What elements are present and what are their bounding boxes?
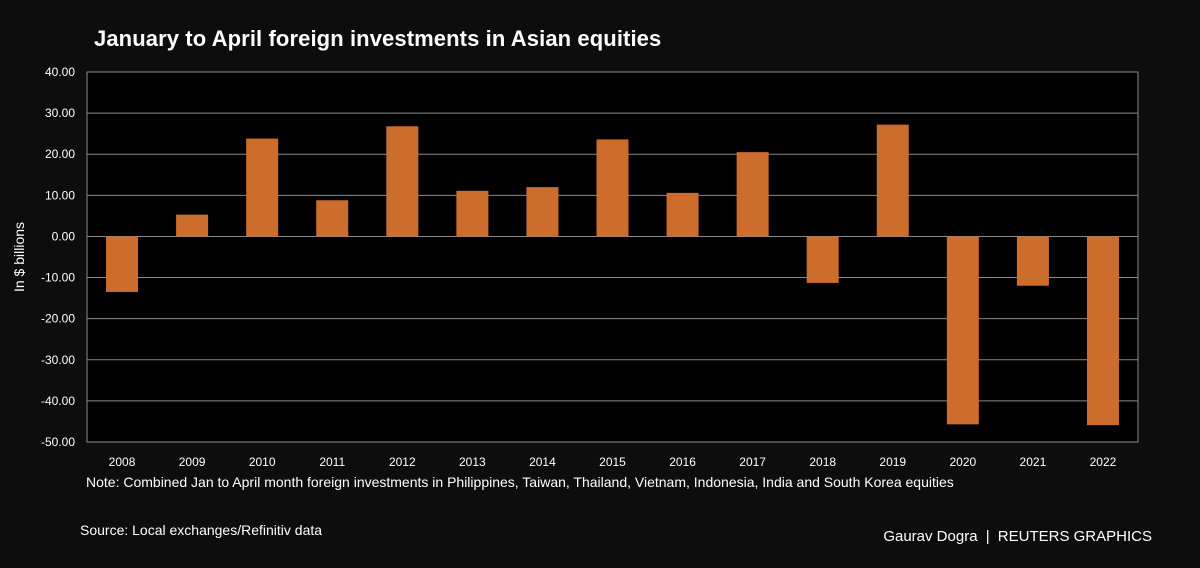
bar-2013 (456, 190, 489, 237)
x-tick-label-2013: 2013 (459, 455, 486, 469)
bar-2020 (946, 236, 979, 425)
x-tick-label-2020: 2020 (949, 455, 976, 469)
bar-2019 (876, 124, 909, 237)
x-tick-label-2014: 2014 (529, 455, 556, 469)
x-tick-label-2021: 2021 (1020, 455, 1047, 469)
bar-2021 (1016, 236, 1049, 286)
y-tick-label: -30.00 (41, 353, 75, 367)
y-tick-label: 40.00 (45, 65, 75, 79)
x-tick-label-2016: 2016 (669, 455, 696, 469)
y-tick-label: -40.00 (41, 394, 75, 408)
x-tick-label-2022: 2022 (1090, 455, 1117, 469)
y-tick-label: 20.00 (45, 147, 75, 161)
credit-brand: REUTERS GRAPHICS (997, 528, 1152, 545)
bar-2017 (736, 152, 769, 237)
y-tick-label: -20.00 (41, 312, 75, 326)
bar-2022 (1086, 236, 1119, 426)
x-tick-label-2010: 2010 (249, 455, 276, 469)
y-tick-label: 30.00 (45, 106, 75, 120)
chart-note: Note: Combined Jan to April month foreig… (86, 474, 954, 490)
x-tick-label-2017: 2017 (739, 455, 766, 469)
y-axis-ticks: 40.00 30.00 20.00 10.00 0.00 -10.00 -20.00 -30.… (41, 65, 75, 449)
y-tick-label: 0.00 (52, 229, 76, 243)
y-tick-label: -10.00 (41, 271, 75, 285)
chart-source: Source: Local exchanges/Refinitiv data (80, 522, 323, 538)
chart-title: January to April foreign investments in … (94, 26, 662, 51)
bar-2018 (806, 236, 839, 283)
credit-separator: | (985, 528, 990, 545)
chart-credit: Gaurav Dogra | REUTERS GRAPHICS (883, 528, 1152, 545)
bar-2009 (176, 214, 209, 237)
bar-2014 (526, 187, 559, 237)
x-tick-label-2015: 2015 (599, 455, 626, 469)
x-tick-label-2019: 2019 (879, 455, 906, 469)
plot-area (86, 71, 1139, 443)
x-tick-label-2008: 2008 (109, 455, 136, 469)
bar-chart: 40.00 30.00 20.00 10.00 0.00 -10.00 -20.00 -30.… (11, 65, 1139, 469)
y-tick-label: -50.00 (41, 435, 75, 449)
bar-2008 (106, 236, 139, 292)
x-tick-label-2011: 2011 (319, 455, 345, 469)
bar-2016 (666, 192, 699, 237)
bar-2012 (386, 126, 419, 237)
credit-author: Gaurav Dogra (883, 528, 978, 545)
bar-2011 (316, 200, 349, 237)
x-axis-ticks: 2008 2009 2010 2011 2012 2013 2014 2015 2016 2017… (109, 455, 1117, 469)
x-tick-label-2012: 2012 (389, 455, 416, 469)
bar-2015 (596, 139, 629, 237)
bars (106, 124, 1119, 426)
x-tick-label-2009: 2009 (179, 455, 206, 469)
bar-2010 (246, 138, 279, 237)
y-tick-label: 10.00 (45, 188, 75, 202)
x-tick-label-2018: 2018 (809, 455, 836, 469)
y-axis-label: In $ billions (11, 222, 27, 292)
